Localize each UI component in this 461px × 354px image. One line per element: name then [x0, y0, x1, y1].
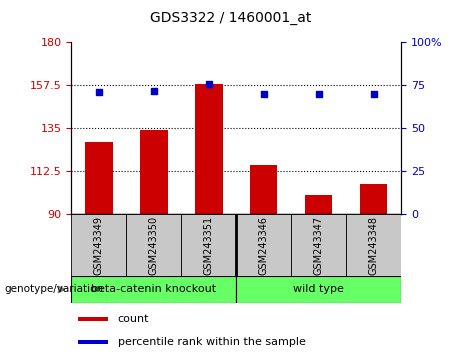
Text: GSM243346: GSM243346 [259, 216, 269, 275]
Bar [360, 184, 387, 214]
Text: GSM243349: GSM243349 [94, 216, 104, 275]
Text: GSM243351: GSM243351 [204, 216, 214, 275]
Bar [305, 195, 332, 214]
Point [315, 91, 322, 97]
Bar [181, 214, 236, 276]
Text: GSM243347: GSM243347 [313, 216, 324, 275]
Bar [78, 318, 108, 321]
Point [260, 91, 267, 97]
Text: percentile rank within the sample: percentile rank within the sample [118, 337, 306, 347]
Bar [250, 165, 278, 214]
Bar [140, 130, 168, 214]
Point [205, 81, 213, 86]
Bar [236, 214, 291, 276]
Bar [126, 214, 181, 276]
Text: GSM243348: GSM243348 [369, 216, 378, 275]
Point [95, 90, 103, 95]
Bar [291, 214, 346, 276]
Bar [236, 276, 401, 303]
Bar [78, 339, 108, 344]
Bar [71, 214, 126, 276]
Bar [195, 85, 223, 214]
Text: count: count [118, 314, 149, 325]
Bar [346, 214, 401, 276]
Point [370, 91, 377, 97]
Text: GDS3322 / 1460001_at: GDS3322 / 1460001_at [150, 11, 311, 25]
Text: beta-catenin knockout: beta-catenin knockout [91, 284, 216, 295]
Text: genotype/variation: genotype/variation [5, 284, 104, 295]
Text: wild type: wild type [293, 284, 344, 295]
Point [150, 88, 158, 93]
Bar [85, 142, 112, 214]
Text: GSM243350: GSM243350 [149, 216, 159, 275]
Bar [71, 276, 236, 303]
